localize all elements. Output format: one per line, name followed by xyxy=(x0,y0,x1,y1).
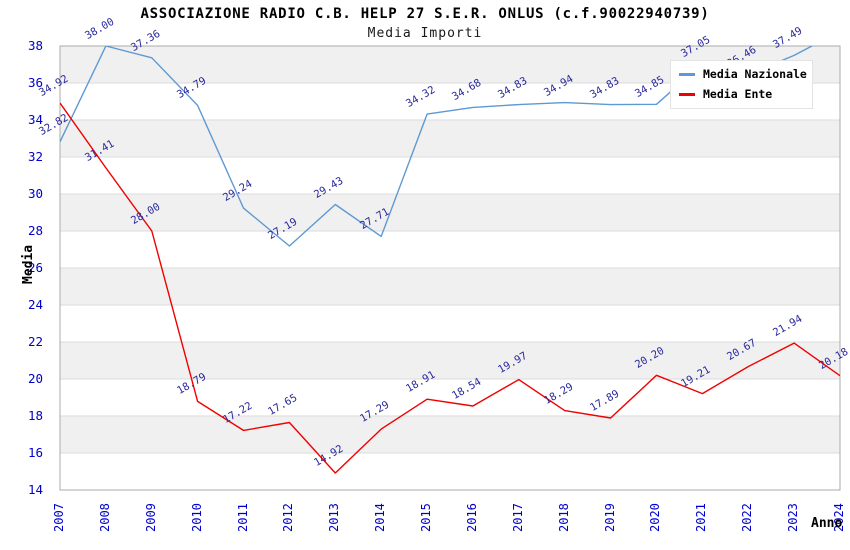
x-tick-label: 2008 xyxy=(97,503,112,532)
y-tick-label: 20 xyxy=(27,371,43,386)
chart-title: ASSOCIAZIONE RADIO C.B. HELP 27 S.E.R. O… xyxy=(140,6,710,22)
legend-box: Media Nazionale Media Ente xyxy=(670,60,813,109)
y-tick-label: 32 xyxy=(27,149,43,164)
y-tick-label: 26 xyxy=(27,260,43,275)
y-tick-label: 24 xyxy=(27,297,43,312)
y-tick-label: 22 xyxy=(27,334,43,349)
y-tick-label: 14 xyxy=(27,482,43,497)
x-tick-label: 2014 xyxy=(373,503,388,532)
x-tick-label: 2011 xyxy=(235,503,250,532)
gridline-group xyxy=(60,82,840,454)
x-tick-label: 2017 xyxy=(510,503,525,532)
x-tick-label: 2012 xyxy=(281,503,296,532)
x-tick-label: 2007 xyxy=(52,503,66,532)
x-tick-label: 2013 xyxy=(327,503,342,532)
x-tick-label: 2020 xyxy=(648,503,663,532)
band-group xyxy=(60,46,840,453)
x-tick-label: 2009 xyxy=(143,503,158,532)
y-tick-label: 34 xyxy=(27,112,43,127)
x-tick-label: 2010 xyxy=(189,503,204,532)
legend-label: Media Nazionale xyxy=(703,67,807,81)
y-axis-title: Media xyxy=(21,244,36,284)
y-tick-label: 36 xyxy=(27,75,43,90)
y-tick-label: 18 xyxy=(27,408,43,423)
series-line-media-ente xyxy=(60,102,840,474)
plot-border xyxy=(59,45,841,491)
y-tick-label: 30 xyxy=(27,186,43,201)
y-tick-label: 16 xyxy=(27,445,43,460)
legend-item-media-nazionale: Media Nazionale xyxy=(671,64,812,84)
x-tick-label: 2023 xyxy=(786,503,801,532)
x-tick-label: 2019 xyxy=(602,503,617,532)
line-swatch-red-icon xyxy=(679,92,695,96)
x-tick-label: 2018 xyxy=(556,503,571,532)
y-tick-label: 38 xyxy=(27,38,43,53)
x-tick-label: 2022 xyxy=(740,503,755,532)
y-tick-label: 28 xyxy=(27,223,43,238)
legend-label: Media Ente xyxy=(703,87,773,101)
legend-item-media-ente: Media Ente xyxy=(671,84,812,104)
x-tick-label: 2021 xyxy=(694,503,709,532)
line-swatch-blue-icon xyxy=(679,72,695,76)
x-tick-label: 2015 xyxy=(419,503,434,532)
x-axis-title: Anno xyxy=(811,516,843,531)
chart-subtitle: Media Importi xyxy=(367,26,483,41)
x-tick-label: 2016 xyxy=(464,503,479,532)
